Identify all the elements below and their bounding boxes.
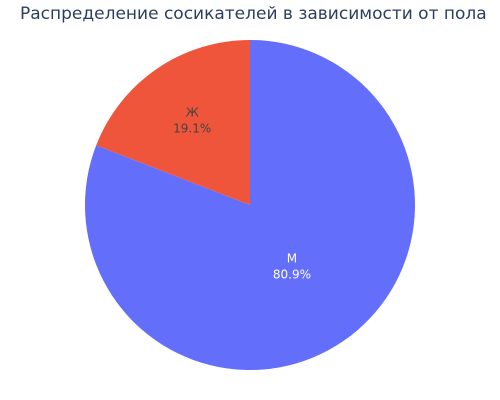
slice-percent-label: 80.9% (273, 267, 311, 281)
chart-title: Распределение сосикателей в зависимости … (20, 4, 487, 24)
slice-percent-label: 19.1% (173, 122, 211, 136)
pie-slice-zh (96, 40, 250, 205)
pie-slice-m (85, 40, 415, 370)
slice-category-label: М (287, 251, 297, 265)
slice-category-label: Ж (186, 106, 199, 120)
